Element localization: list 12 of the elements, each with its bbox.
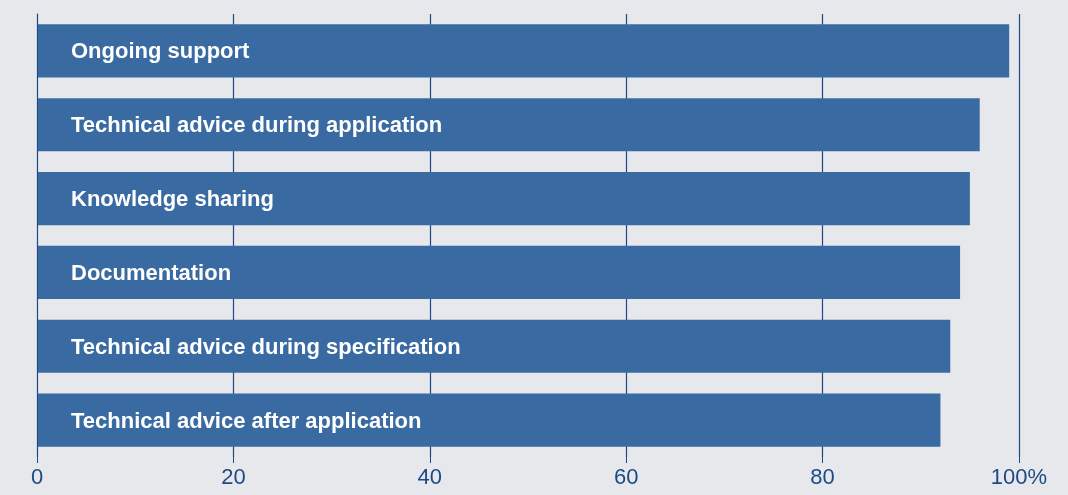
- x-tick-label: 80: [810, 463, 835, 489]
- x-tick-label: 20: [221, 463, 246, 489]
- y-tick-label: Technical advice during specification: [71, 333, 461, 359]
- x-tick-label: 40: [417, 463, 443, 489]
- y-tick-label: Knowledge sharing: [71, 186, 274, 212]
- y-tick-label: Ongoing support: [71, 38, 251, 64]
- y-tick-label: Technical advice after application: [71, 407, 422, 433]
- x-tick-label: 100%: [990, 463, 1048, 489]
- y-tick-label: Technical advice during application: [71, 112, 443, 138]
- y-tick-label: Documentation: [71, 259, 232, 285]
- x-tick-label: 0: [30, 463, 44, 489]
- x-tick-label: 60: [613, 463, 639, 489]
